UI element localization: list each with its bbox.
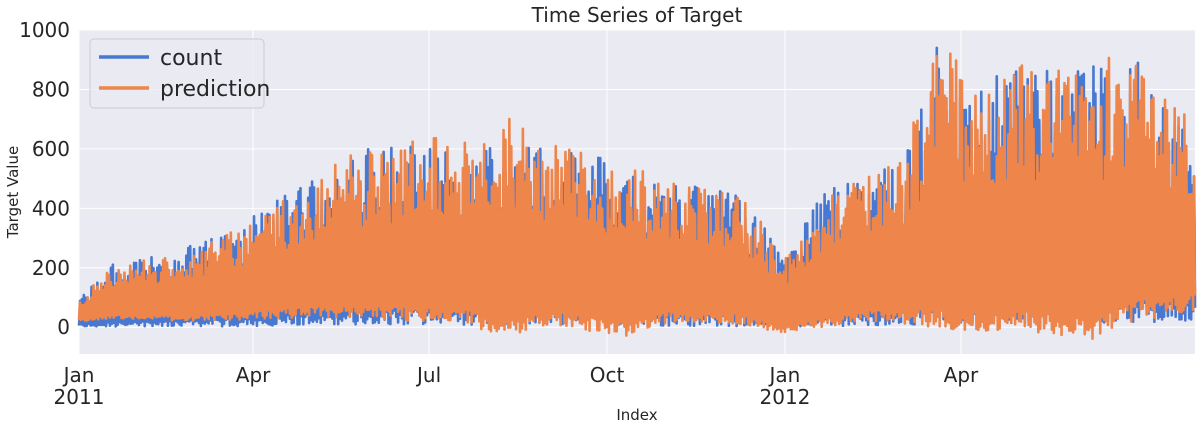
y-tick-label: 0: [57, 315, 70, 339]
y-axis-label: Target Value: [4, 146, 22, 239]
y-tick-label: 1000: [19, 18, 70, 42]
y-tick-label: 800: [32, 77, 70, 101]
y-tick-label: 600: [32, 137, 70, 161]
chart-title: Time Series of Target: [531, 3, 743, 27]
x-tick-label: Jul: [415, 363, 441, 387]
series-line-prediction: [77, 52, 1197, 340]
legend-label-count: count: [160, 46, 222, 71]
y-tick-label: 200: [32, 256, 70, 280]
series-prediction: [77, 52, 1197, 340]
x-tick-year-label: 2011: [54, 385, 105, 409]
x-tick-label: Apr: [944, 363, 979, 387]
x-tick-label: Jan: [768, 363, 801, 387]
x-tick-label: Jan: [62, 363, 95, 387]
y-tick-label: 400: [32, 196, 70, 220]
x-tick-label: Oct: [590, 363, 625, 387]
series-layer: [77, 46, 1197, 340]
x-tick-label: Apr: [236, 363, 271, 387]
y-axis-ticks: 0 200 400 600 800 1000: [19, 18, 70, 339]
x-tick-year-label: 2012: [760, 385, 811, 409]
x-axis-label: Index: [616, 406, 657, 424]
legend-label-prediction: prediction: [160, 77, 270, 102]
legend: count prediction: [89, 38, 270, 109]
